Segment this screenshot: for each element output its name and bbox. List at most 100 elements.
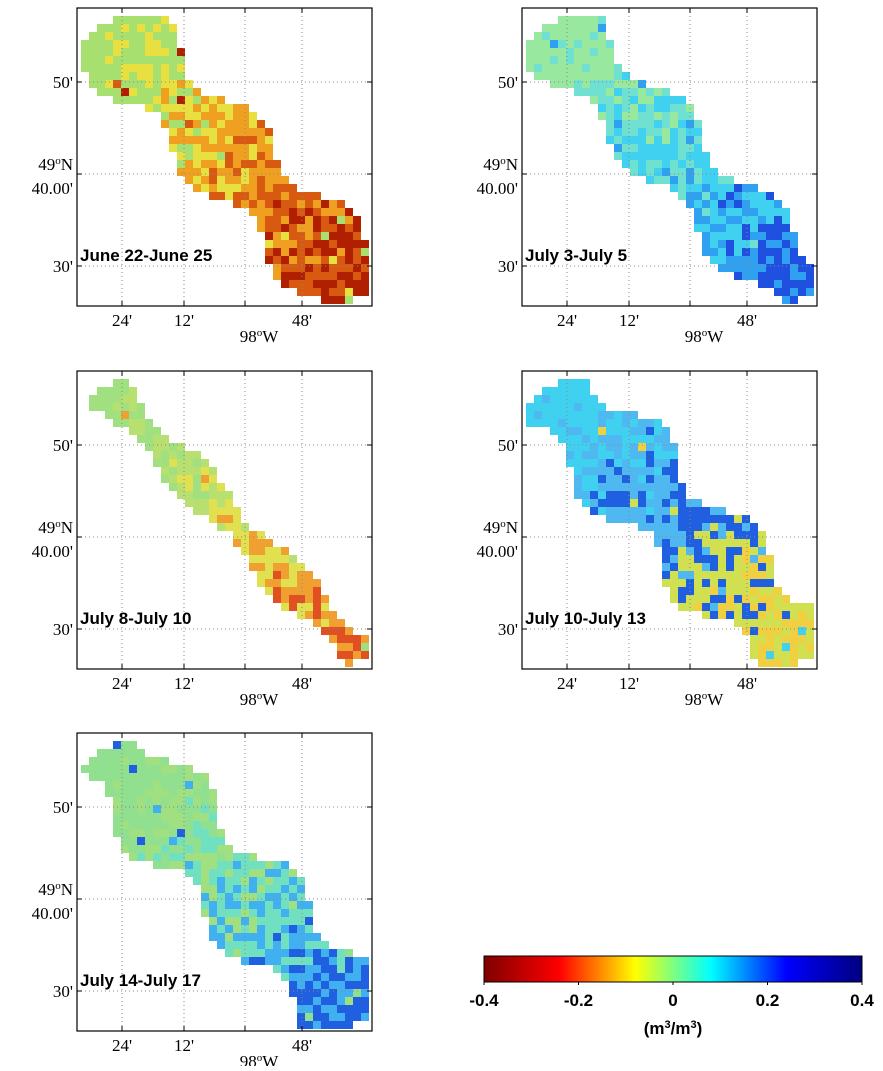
pixel xyxy=(718,208,726,216)
pixel xyxy=(590,80,598,88)
pixel xyxy=(750,635,758,643)
pixel xyxy=(670,531,678,539)
pixel xyxy=(606,427,614,435)
pixel xyxy=(766,280,774,288)
pixel xyxy=(321,280,329,288)
pixel xyxy=(526,56,534,64)
pixel xyxy=(169,72,177,80)
pixel xyxy=(566,443,574,451)
pixel xyxy=(345,1005,353,1013)
pixel xyxy=(361,272,369,280)
pixel xyxy=(782,208,790,216)
pixel xyxy=(233,128,241,136)
pixel xyxy=(313,208,321,216)
pixel xyxy=(337,973,345,981)
pixel xyxy=(265,208,273,216)
pixel xyxy=(622,459,630,467)
pixel xyxy=(758,651,766,659)
pixel xyxy=(702,216,710,224)
pixel xyxy=(678,571,686,579)
lon-label: 98oW xyxy=(240,1052,280,1066)
pixel xyxy=(265,160,273,168)
pixel xyxy=(217,120,225,128)
pixel xyxy=(542,72,550,80)
pixel xyxy=(217,829,225,837)
pixel xyxy=(193,483,201,491)
pixel xyxy=(161,845,169,853)
pixel xyxy=(606,459,614,467)
pixel xyxy=(217,168,225,176)
pixel xyxy=(329,232,337,240)
pixel xyxy=(281,224,289,232)
pixel xyxy=(321,296,329,304)
pixel xyxy=(542,24,550,32)
pixel xyxy=(734,240,742,248)
pixel xyxy=(137,837,145,845)
pixel xyxy=(137,16,145,24)
pixel xyxy=(694,499,702,507)
pixel xyxy=(654,539,662,547)
pixel xyxy=(622,411,630,419)
pixel xyxy=(137,411,145,419)
pixel xyxy=(281,200,289,208)
pixel xyxy=(113,781,121,789)
pixel xyxy=(121,72,129,80)
pixel xyxy=(630,443,638,451)
pixel xyxy=(734,563,742,571)
pixel xyxy=(265,200,273,208)
pixel xyxy=(113,757,121,765)
pixel xyxy=(726,224,734,232)
pixel xyxy=(177,491,185,499)
pixel xyxy=(742,248,750,256)
pixel xyxy=(113,797,121,805)
pixel xyxy=(281,595,289,603)
pixel xyxy=(209,96,217,104)
lon-label: 12' xyxy=(174,1036,194,1055)
pixel xyxy=(273,901,281,909)
pixel xyxy=(297,288,305,296)
pixel xyxy=(726,587,734,595)
pixel xyxy=(305,957,313,965)
pixel xyxy=(225,499,233,507)
pixel xyxy=(662,88,670,96)
pixel xyxy=(750,643,758,651)
pixel xyxy=(606,475,614,483)
pixel xyxy=(201,861,209,869)
pixel xyxy=(726,531,734,539)
pixel xyxy=(590,48,598,56)
pixel xyxy=(614,459,622,467)
pixel xyxy=(638,491,646,499)
pixel xyxy=(249,120,257,128)
pixel xyxy=(361,1013,369,1021)
pixel xyxy=(550,72,558,80)
pixel xyxy=(662,555,670,563)
pixel xyxy=(201,96,209,104)
pixel xyxy=(257,901,265,909)
pixel xyxy=(145,427,153,435)
pixel xyxy=(233,168,241,176)
pixel xyxy=(297,240,305,248)
pixel xyxy=(145,797,153,805)
pixel xyxy=(313,232,321,240)
pixel xyxy=(337,248,345,256)
pixel xyxy=(185,459,193,467)
pixel xyxy=(185,483,193,491)
pixel xyxy=(153,459,161,467)
pixel xyxy=(742,272,750,280)
pixel xyxy=(209,184,217,192)
pixel xyxy=(281,957,289,965)
colorbar xyxy=(483,955,863,983)
pixel xyxy=(614,419,622,427)
pixel xyxy=(313,272,321,280)
pixel xyxy=(670,515,678,523)
pixel xyxy=(169,144,177,152)
pixel xyxy=(313,280,321,288)
pixel xyxy=(209,120,217,128)
pixel xyxy=(558,64,566,72)
pixel xyxy=(345,1013,353,1021)
pixel xyxy=(718,547,726,555)
pixel xyxy=(614,491,622,499)
pixel xyxy=(646,483,654,491)
pixel xyxy=(361,635,369,643)
pixel xyxy=(750,547,758,555)
